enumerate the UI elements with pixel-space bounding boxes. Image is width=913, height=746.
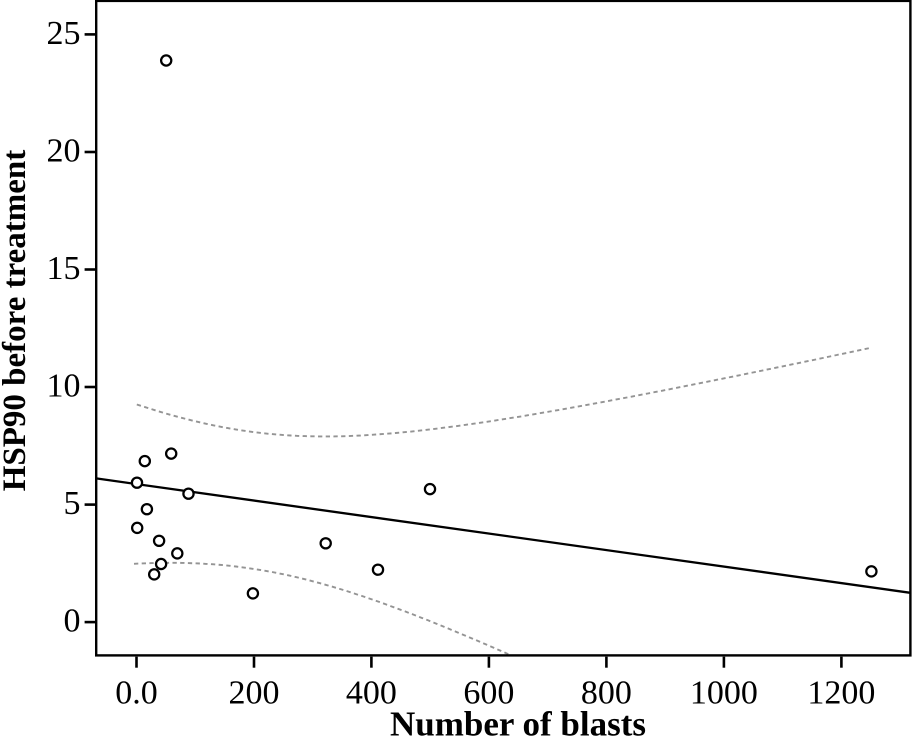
svg-text:HSP90 before treatment: HSP90 before treatment	[0, 150, 33, 492]
svg-text:200: 200	[229, 675, 280, 712]
svg-text:800: 800	[581, 675, 632, 712]
svg-text:20: 20	[47, 133, 81, 170]
svg-text:5: 5	[64, 485, 81, 522]
svg-text:Number of blasts: Number of blasts	[390, 705, 646, 742]
svg-text:15: 15	[47, 250, 81, 287]
svg-text:600: 600	[463, 675, 514, 712]
svg-text:1000: 1000	[690, 675, 758, 712]
svg-text:400: 400	[346, 675, 397, 712]
svg-text:0: 0	[64, 603, 81, 640]
svg-text:25: 25	[47, 15, 81, 52]
svg-text:10: 10	[47, 368, 81, 405]
svg-text:0.0: 0.0	[115, 675, 158, 712]
svg-text:1200: 1200	[807, 675, 875, 712]
